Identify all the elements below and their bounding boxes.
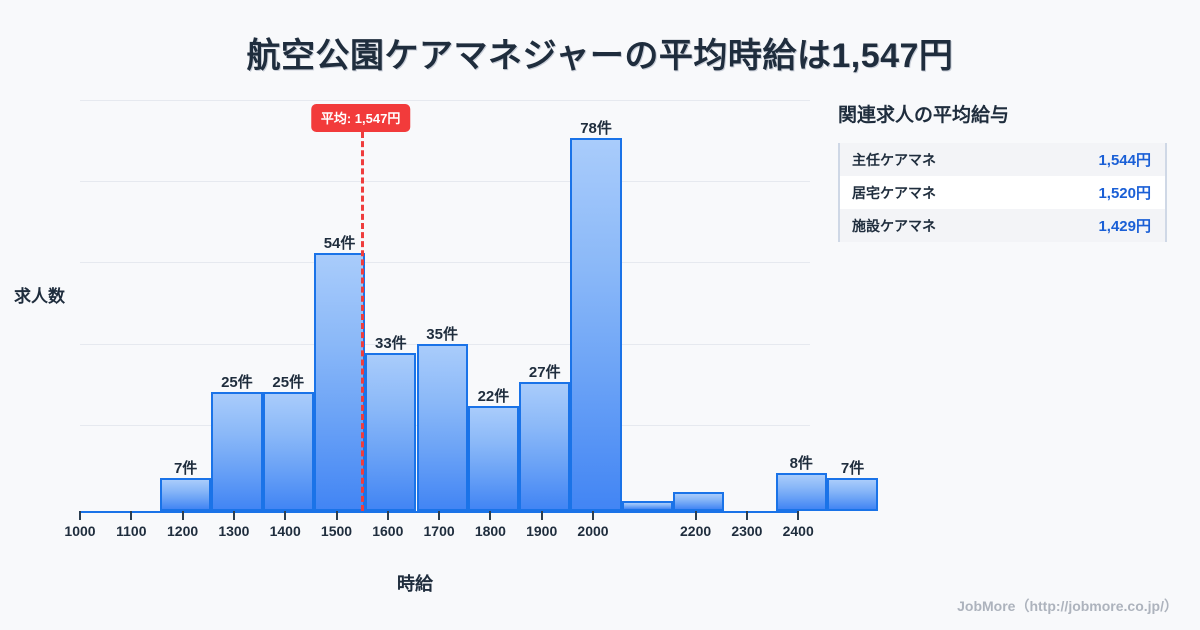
x-axis-tick-label: 1600: [372, 523, 404, 539]
bar-value-label: 7件: [173, 459, 198, 477]
average-badge: 平均: 1,547円: [310, 104, 411, 132]
x-axis-tick: [181, 511, 184, 520]
x-axis-tick: [797, 511, 800, 520]
bar-value-label: 35件: [426, 325, 458, 343]
x-axis-tick-label: 2200: [680, 523, 712, 539]
x-axis-tick-label: 1900: [526, 523, 558, 539]
salary-row-value: 1,520円: [1098, 185, 1151, 202]
gridline: [80, 100, 810, 101]
x-axis-label: 時給: [397, 574, 433, 594]
footer-watermark: JobMore（http://jobmore.co.jp/）: [957, 598, 1178, 614]
x-axis-tick: [540, 511, 543, 520]
salary-row-name: 施設ケアマネ: [852, 217, 936, 234]
gridline: [80, 181, 810, 183]
bar-value-label: 25件: [221, 373, 253, 391]
bar-value-label: 78件: [580, 120, 612, 138]
histogram-bar: [775, 472, 827, 511]
bar-value-label: 25件: [272, 373, 305, 391]
x-axis-tick-label: 2300: [731, 523, 763, 539]
x-axis-tick: [284, 511, 287, 520]
histogram-bar: [826, 477, 879, 511]
plot-area: 7件 25件 25件 54件 33件 35件 22件 27件 78件 8件 7件: [80, 100, 879, 511]
x-axis-tick-label: 2000: [577, 523, 609, 539]
salary-row-value: 1,544円: [1098, 152, 1151, 169]
x-axis-tick-label: 2400: [782, 523, 814, 539]
histogram-bar: [570, 138, 622, 511]
salary-row: 居宅ケアマネ 1,520円: [840, 176, 1165, 209]
x-axis-tick-label: 1500: [320, 523, 353, 539]
x-axis-tick: [335, 511, 338, 520]
x-axis-tick: [489, 511, 492, 520]
bar-value-label: 8件: [789, 454, 813, 472]
histogram-bar: [673, 491, 725, 511]
histogram-bar: [416, 343, 468, 511]
x-axis-tick: [745, 511, 748, 520]
salary-row-value: 1,429円: [1098, 218, 1151, 235]
x-axis-tick: [592, 511, 594, 520]
x-axis-tick-label: 1200: [167, 523, 199, 539]
histogram-bar: [467, 405, 520, 511]
bar-value-label: 7件: [840, 459, 865, 477]
histogram-bar: [160, 477, 212, 511]
x-axis-tick-label: 1800: [474, 523, 506, 539]
x-axis-tick: [438, 511, 441, 520]
salary-row-name: 主任ケアマネ: [852, 151, 936, 168]
salary-row-name: 居宅ケアマネ: [852, 184, 936, 201]
related-salary-panel: 関連求人の平均給与 主任ケアマネ 1,544円居宅ケアマネ 1,520円施設ケアマネ…: [838, 100, 1178, 242]
x-axis-tick: [232, 511, 235, 520]
histogram-bar: [519, 381, 571, 511]
related-salary-title: 関連求人の平均給与: [838, 105, 1010, 126]
x-axis-tick: [694, 511, 697, 520]
page-title: 航空公園ケアマネジャーの平均時給は1,547円: [246, 37, 954, 75]
bar-value-label: 27件: [528, 363, 561, 381]
x-axis-tick: [79, 511, 81, 520]
average-line: [360, 132, 364, 511]
related-salary-table: 主任ケアマネ 1,544円居宅ケアマネ 1,520円施設ケアマネ 1,429円: [838, 143, 1167, 242]
y-axis-label: 求人数: [14, 287, 65, 306]
bar-value-label: 22件: [477, 387, 510, 405]
x-axis-tick-label: 1400: [269, 523, 301, 539]
x-axis-tick-label: 1000: [64, 523, 96, 539]
bar-value-label: 54件: [323, 234, 356, 252]
histogram-chart: 7件 25件 25件 54件 33件 35件 22件 27件 78件 8件 7件 求人数 時給 10…: [14, 100, 879, 594]
histogram-bar: [211, 391, 263, 511]
salary-row: 主任ケアマネ 1,544円: [840, 143, 1165, 176]
x-axis-tick-label: 1100: [116, 523, 147, 539]
x-axis-tick-label: 1300: [218, 523, 250, 539]
histogram-bar: [313, 252, 366, 511]
histogram-bar: [365, 353, 417, 511]
gridline: [80, 262, 810, 264]
histogram-bar: [621, 501, 673, 511]
x-axis-tick-label: 1700: [423, 523, 455, 539]
x-axis-tick: [130, 511, 133, 520]
histogram-bar: [262, 391, 314, 511]
bar-value-label: 33件: [375, 335, 407, 353]
salary-row: 施設ケアマネ 1,429円: [840, 209, 1165, 242]
x-axis-tick: [386, 511, 389, 520]
